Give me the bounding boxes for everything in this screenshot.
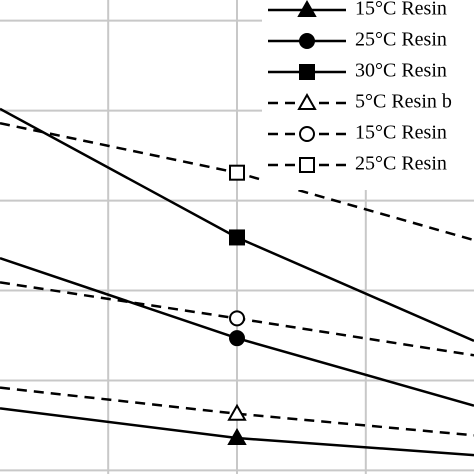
- legend-box: [262, 0, 474, 190]
- legend-label: 15°C Resin: [355, 122, 447, 144]
- legend-label: 15°C Resin: [355, 0, 447, 20]
- marker: [227, 428, 247, 446]
- marker: [227, 403, 247, 421]
- marker: [299, 33, 315, 49]
- legend-label: 5°C Resin b: [355, 91, 452, 113]
- legend-label: 25°C Resin: [355, 153, 447, 175]
- marker: [299, 64, 315, 80]
- marker: [229, 229, 245, 246]
- legend-label: 25°C Resin: [355, 29, 447, 51]
- marker: [229, 330, 245, 347]
- marker: [297, 0, 317, 17]
- legend-label: 30°C Resin: [355, 60, 447, 82]
- marker: [297, 92, 317, 110]
- marker: [229, 310, 245, 327]
- marker: [299, 157, 315, 173]
- marker: [299, 126, 315, 142]
- marker: [229, 164, 245, 181]
